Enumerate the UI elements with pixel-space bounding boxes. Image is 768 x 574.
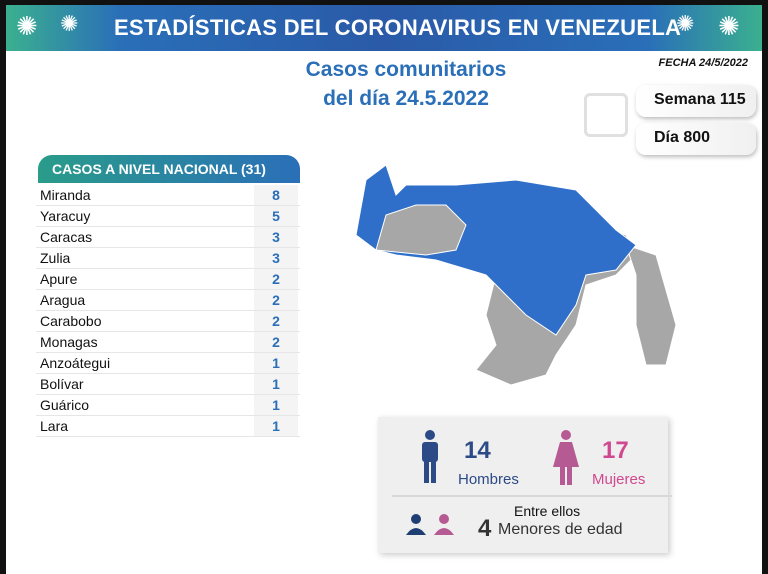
minors-intro: Entre ellos xyxy=(514,503,581,519)
state-name: Aragua xyxy=(40,292,86,308)
minors-count: 4 xyxy=(478,515,492,542)
state-name: Lara xyxy=(40,418,69,434)
day-badge: Día 800 xyxy=(636,123,756,155)
women-label: Mujeres xyxy=(592,471,646,488)
table-row: Guárico 1 xyxy=(36,395,300,416)
state-name: Apure xyxy=(40,271,78,287)
state-name: Zulia xyxy=(40,250,71,266)
header-title: ESTADÍSTICAS DEL CORONAVIRUS EN VENEZUEL… xyxy=(114,15,682,40)
case-count: 2 xyxy=(254,311,298,331)
case-count: 2 xyxy=(254,269,298,289)
virus-icon: ✺ xyxy=(16,11,38,41)
table-row: Apure 2 xyxy=(36,269,300,290)
case-count: 1 xyxy=(254,416,298,436)
case-count: 2 xyxy=(254,332,298,352)
virus-icon: ✺ xyxy=(676,11,695,36)
table-row: Carabobo 2 xyxy=(36,311,300,332)
venezuela-map xyxy=(355,164,676,386)
cases-table: Miranda 8 Yaracuy 5 Caracas 3 Zulia 3 Apure 2 Arag… xyxy=(36,185,300,437)
subtitle-line1: Casos comunitarios xyxy=(305,58,507,81)
week-badge: Semana 115 xyxy=(636,85,756,117)
state-name: Carabobo xyxy=(40,313,102,329)
map-region-gray xyxy=(625,244,676,366)
map-region-gray xyxy=(375,204,467,256)
header-banner: ✺ ✺ ESTADÍSTICAS DEL CORONAVIRUS EN VENE… xyxy=(6,5,762,51)
table-row: Monagas 2 xyxy=(36,332,300,353)
state-name: Caracas xyxy=(40,229,93,245)
subtitle: Casos comunitarios del día 24.5.2022 xyxy=(266,55,546,113)
state-name: Bolívar xyxy=(40,376,84,392)
table-row: Lara 1 xyxy=(36,416,300,437)
table-row: Aragua 2 xyxy=(36,290,300,311)
table-title: CASOS A NIVEL NACIONAL (31) xyxy=(38,155,300,183)
state-name: Monagas xyxy=(40,334,98,350)
date-label: FECHA 24/5/2022 xyxy=(658,57,748,69)
case-count: 1 xyxy=(254,374,298,394)
man-icon xyxy=(422,430,438,483)
table-row: Bolívar 1 xyxy=(36,374,300,395)
state-name: Miranda xyxy=(40,187,91,203)
table-row: Caracas 3 xyxy=(36,227,300,248)
table-row: Anzoátegui 1 xyxy=(36,353,300,374)
state-name: Yaracuy xyxy=(40,208,91,224)
minors-icon xyxy=(406,514,454,535)
women-count: 17 xyxy=(602,437,629,464)
case-count: 3 xyxy=(254,227,298,247)
case-count: 3 xyxy=(254,248,298,268)
case-count: 1 xyxy=(254,395,298,415)
table-row: Miranda 8 xyxy=(36,185,300,206)
state-name: Guárico xyxy=(40,397,90,413)
state-name: Anzoátegui xyxy=(40,355,111,371)
minors-label: Menores de edad xyxy=(498,521,623,538)
case-count: 5 xyxy=(254,206,298,226)
demographics-panel: 14 Hombres 17 Mujeres Entre ellos 4 Meno… xyxy=(378,417,672,553)
table-row: Zulia 3 xyxy=(36,248,300,269)
infographic: ✺ ✺ ESTADÍSTICAS DEL CORONAVIRUS EN VENE… xyxy=(6,5,762,574)
woman-icon xyxy=(553,430,579,485)
calendar-icon xyxy=(584,93,628,137)
men-count: 14 xyxy=(464,437,491,464)
case-count: 2 xyxy=(254,290,298,310)
divider xyxy=(392,495,672,497)
case-count: 8 xyxy=(254,185,298,205)
men-label: Hombres xyxy=(458,471,519,488)
case-count: 1 xyxy=(254,353,298,373)
table-row: Yaracuy 5 xyxy=(36,206,300,227)
virus-icon: ✺ xyxy=(60,11,79,36)
subtitle-line2: del día 24.5.2022 xyxy=(323,87,489,110)
virus-icon: ✺ xyxy=(718,11,740,41)
